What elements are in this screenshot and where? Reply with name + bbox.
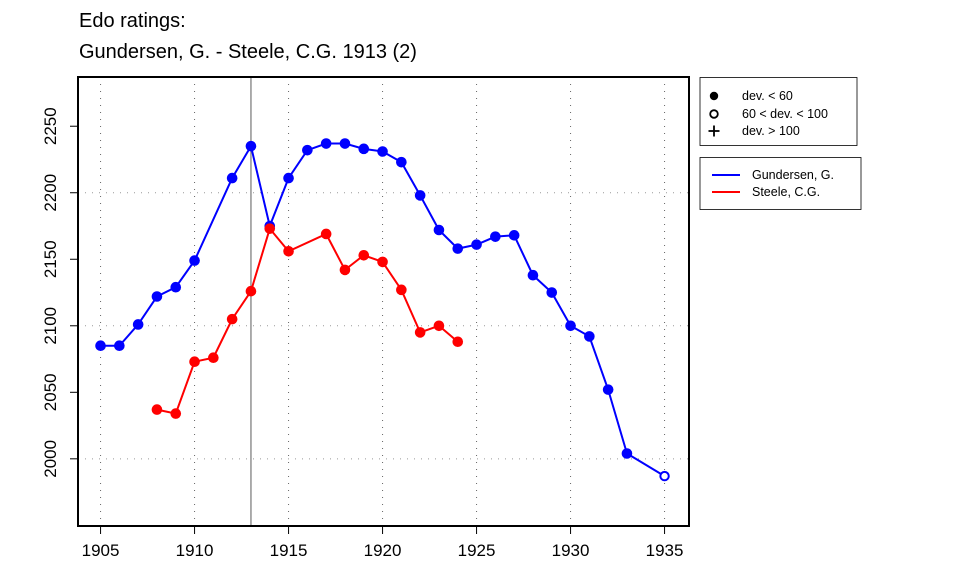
data-point bbox=[170, 408, 182, 419]
data-point bbox=[414, 327, 426, 338]
marker-legend-box bbox=[699, 77, 858, 146]
y-tick-label: 2150 bbox=[41, 240, 60, 278]
data-point bbox=[320, 228, 332, 240]
data-point bbox=[433, 320, 445, 332]
data-point bbox=[114, 340, 125, 352]
data-point bbox=[377, 256, 388, 268]
x-tick-label: 1910 bbox=[176, 541, 214, 560]
series-layer bbox=[95, 138, 670, 482]
data-point bbox=[565, 320, 576, 332]
series-legend-label-steele: Steele, C.G. bbox=[752, 185, 820, 199]
x-axis: 1905 1910 1915 1920 1925 1930 1935 bbox=[82, 526, 684, 560]
data-point bbox=[358, 143, 370, 155]
chart-title-line-1: Edo ratings: bbox=[79, 10, 186, 32]
data-point bbox=[132, 319, 144, 330]
series-legend-box bbox=[699, 157, 862, 210]
data-point bbox=[189, 356, 200, 367]
data-point bbox=[396, 284, 407, 296]
data-point bbox=[339, 138, 351, 149]
data-point bbox=[245, 285, 257, 297]
y-tick-label: 2100 bbox=[41, 307, 60, 345]
series-legend: Gundersen, G. Steele, C.G. bbox=[699, 157, 862, 210]
data-point bbox=[208, 352, 219, 364]
data-point bbox=[377, 146, 388, 157]
data-point bbox=[452, 243, 464, 254]
plot-frame bbox=[77, 76, 690, 527]
data-point bbox=[396, 156, 407, 168]
data-point bbox=[546, 287, 558, 298]
x-tick-label: 1930 bbox=[552, 541, 590, 560]
data-point bbox=[452, 336, 464, 348]
grid bbox=[78, 77, 689, 526]
data-point bbox=[471, 239, 482, 250]
data-point bbox=[527, 269, 539, 281]
x-tick-label: 1915 bbox=[270, 541, 308, 560]
marker-legend-label-3: dev. > 100 bbox=[742, 124, 800, 138]
x-tick-label: 1920 bbox=[364, 541, 402, 560]
data-point bbox=[151, 404, 163, 415]
x-tick-label: 1905 bbox=[82, 541, 120, 560]
series-line bbox=[100, 142, 666, 477]
data-point bbox=[621, 448, 633, 459]
data-point bbox=[433, 224, 445, 236]
data-point bbox=[490, 231, 501, 242]
data-point bbox=[602, 384, 614, 395]
series-gundersen bbox=[95, 138, 670, 482]
plus-icon bbox=[708, 125, 720, 137]
chart-title-line-2: Gundersen, G. - Steele, C.G. 1913 (2) bbox=[79, 41, 417, 63]
data-point bbox=[151, 291, 163, 302]
series-steele bbox=[151, 223, 464, 419]
data-point bbox=[414, 190, 426, 201]
data-point bbox=[264, 223, 276, 234]
y-tick-label: 2000 bbox=[41, 440, 60, 478]
data-point bbox=[508, 230, 520, 241]
data-point-open bbox=[659, 470, 670, 482]
data-point bbox=[339, 264, 351, 276]
data-point bbox=[320, 138, 332, 149]
y-tick-label: 2200 bbox=[41, 174, 60, 212]
data-point bbox=[584, 331, 595, 342]
open-circle-icon bbox=[709, 109, 719, 119]
data-point bbox=[302, 144, 313, 156]
marker-legend-label-1: dev. < 60 bbox=[742, 89, 793, 103]
y-tick-label: 2050 bbox=[41, 373, 60, 411]
data-point bbox=[95, 340, 106, 352]
filled-circle-icon bbox=[709, 91, 719, 101]
data-point bbox=[358, 249, 370, 261]
data-point bbox=[283, 245, 294, 257]
series-line bbox=[156, 226, 459, 415]
data-point bbox=[189, 255, 200, 266]
x-tick-label: 1935 bbox=[646, 541, 684, 560]
data-point bbox=[245, 140, 257, 152]
data-point bbox=[283, 172, 294, 184]
marker-legend-label-2: 60 < dev. < 100 bbox=[742, 107, 828, 121]
data-point bbox=[226, 172, 238, 184]
y-tick-label: 2250 bbox=[41, 107, 60, 145]
data-point bbox=[170, 281, 182, 293]
marker-legend: dev. < 60 60 < dev. < 100 dev. > 100 bbox=[699, 77, 858, 146]
y-axis: 2000 2050 2100 2150 2200 2250 bbox=[41, 107, 78, 478]
series-legend-label-gundersen: Gundersen, G. bbox=[752, 168, 834, 182]
data-point bbox=[226, 313, 238, 325]
x-tick-label: 1925 bbox=[458, 541, 496, 560]
